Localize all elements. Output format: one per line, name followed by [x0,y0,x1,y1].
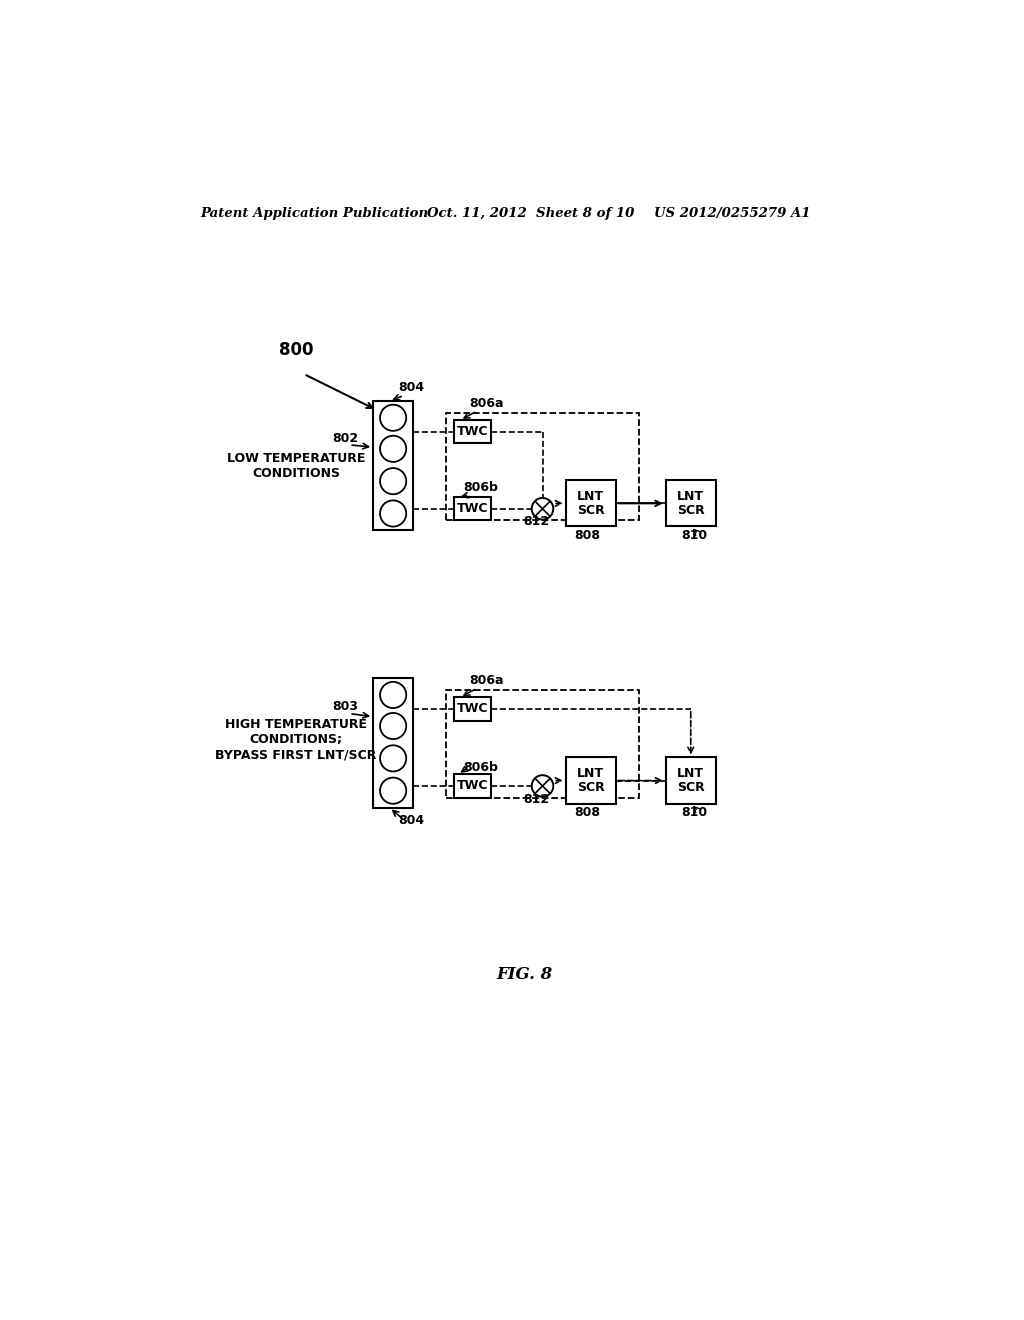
Text: 808: 808 [573,529,600,541]
Text: US 2012/0255279 A1: US 2012/0255279 A1 [654,207,811,220]
FancyBboxPatch shape [454,697,490,721]
Circle shape [380,405,407,430]
Text: 812: 812 [523,515,550,528]
Text: 806b: 806b [463,760,498,774]
Text: 802: 802 [333,432,358,445]
FancyBboxPatch shape [666,480,716,527]
FancyBboxPatch shape [565,480,615,527]
Text: 810: 810 [682,807,708,818]
Text: LOW TEMPERATURE
CONDITIONS: LOW TEMPERATURE CONDITIONS [227,453,366,480]
Text: 812: 812 [523,793,550,807]
Text: HIGH TEMPERATURE
CONDITIONS;
BYPASS FIRST LNT/SCR: HIGH TEMPERATURE CONDITIONS; BYPASS FIRS… [215,718,377,762]
Text: SCR: SCR [577,504,604,517]
FancyBboxPatch shape [373,401,413,531]
Circle shape [380,713,407,739]
Circle shape [531,775,553,797]
Text: TWC: TWC [457,702,488,715]
Circle shape [531,498,553,520]
Text: 804: 804 [398,814,425,828]
Text: 806b: 806b [463,480,498,494]
Circle shape [380,469,407,494]
Circle shape [380,682,407,708]
FancyBboxPatch shape [454,498,490,520]
Text: Patent Application Publication: Patent Application Publication [200,207,428,220]
Text: 810: 810 [682,529,708,541]
Text: 808: 808 [573,807,600,818]
Circle shape [380,777,407,804]
Text: 806a: 806a [469,397,504,411]
FancyBboxPatch shape [565,758,615,804]
Circle shape [380,746,407,771]
Text: TWC: TWC [457,425,488,438]
FancyBboxPatch shape [454,420,490,444]
Text: 800: 800 [280,341,313,359]
Text: 806a: 806a [469,675,504,688]
Text: LNT: LNT [677,490,705,503]
Text: LNT: LNT [578,490,604,503]
Circle shape [380,436,407,462]
Text: Oct. 11, 2012  Sheet 8 of 10: Oct. 11, 2012 Sheet 8 of 10 [427,207,635,220]
Circle shape [380,500,407,527]
Text: SCR: SCR [577,781,604,795]
FancyBboxPatch shape [454,775,490,797]
FancyBboxPatch shape [373,678,413,808]
FancyBboxPatch shape [666,758,716,804]
Text: 803: 803 [333,701,358,714]
Text: TWC: TWC [457,779,488,792]
Text: 804: 804 [398,381,425,393]
Text: LNT: LNT [677,767,705,780]
Text: LNT: LNT [578,767,604,780]
Text: TWC: TWC [457,502,488,515]
Text: FIG. 8: FIG. 8 [497,966,553,983]
Text: SCR: SCR [677,504,705,517]
Text: SCR: SCR [677,781,705,795]
